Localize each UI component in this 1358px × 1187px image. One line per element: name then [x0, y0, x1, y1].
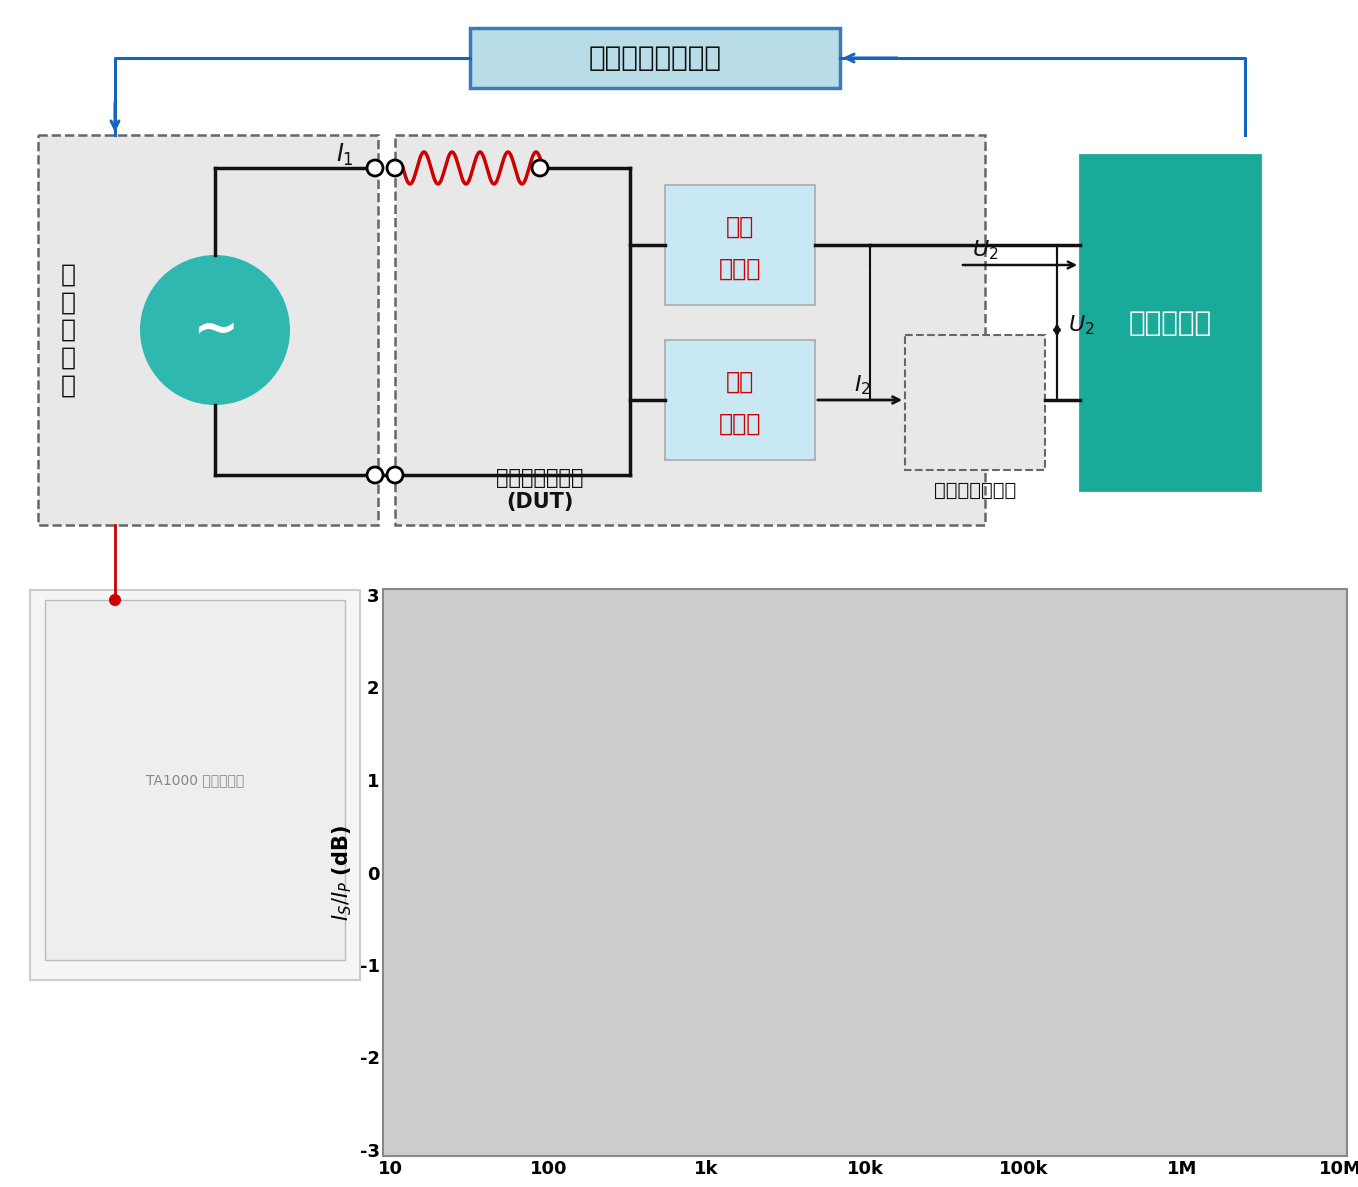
Bar	[38, 135, 378, 525]
Bar	[30, 590, 360, 980]
Circle shape	[532, 160, 549, 176]
Text: $I_1$: $I_1$	[335, 142, 354, 169]
Bar	[395, 135, 985, 525]
Bar	[1080, 155, 1260, 490]
Circle shape	[367, 466, 383, 483]
Text: 输出型: 输出型	[718, 258, 762, 281]
Bar	[904, 335, 1046, 470]
Text: 高
频
恒
流
源: 高 频 恒 流 源	[61, 262, 76, 398]
Y-axis label: $I_S/I_P$ (dB): $I_S/I_P$ (dB)	[330, 825, 354, 921]
Text: $U_2$: $U_2$	[972, 239, 998, 262]
Text: $U_2$: $U_2$	[1067, 313, 1095, 337]
Text: $I_2$: $I_2$	[854, 373, 870, 396]
Bar	[665, 185, 815, 305]
Circle shape	[387, 160, 403, 176]
Text: 高频电压表: 高频电压表	[1128, 309, 1211, 336]
Text: 输出型: 输出型	[718, 412, 762, 436]
Circle shape	[387, 466, 403, 483]
Circle shape	[367, 160, 383, 176]
Text: 被检电流传感器
(DUT): 被检电流传感器 (DUT)	[496, 469, 584, 512]
Text: ~: ~	[191, 303, 238, 357]
Circle shape	[110, 595, 120, 605]
Text: TA1000 高频恒流源: TA1000 高频恒流源	[145, 773, 244, 787]
Text: 高频同轴分流器: 高频同轴分流器	[934, 481, 1016, 500]
Text: 电压: 电压	[727, 215, 754, 239]
Text: 自动测试软件系统: 自动测试软件系统	[588, 44, 721, 72]
Bar	[665, 339, 815, 461]
Bar	[470, 28, 841, 88]
Bar	[45, 599, 345, 960]
Circle shape	[140, 255, 291, 405]
Text: 电流: 电流	[727, 370, 754, 394]
